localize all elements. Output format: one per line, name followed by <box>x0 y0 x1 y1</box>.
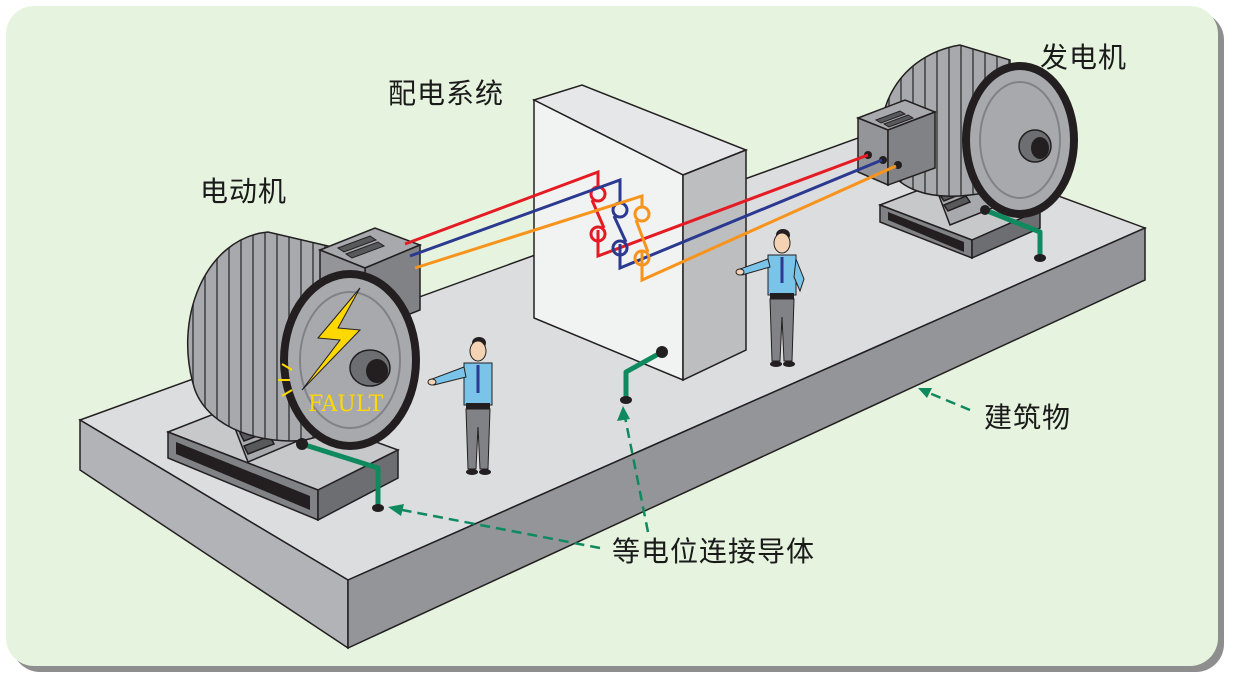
building-label: 建筑物 <box>984 401 1072 434</box>
phase-wiring <box>404 153 897 283</box>
bonding-conductors <box>301 207 1043 506</box>
generator-label: 发电机 <box>1040 41 1128 74</box>
fault-lightning-icon <box>278 287 362 397</box>
person-right <box>735 229 805 367</box>
arrow-heads <box>388 388 932 516</box>
person-left <box>427 337 493 475</box>
distribution-system-label: 配电系统 <box>388 77 505 110</box>
equipotential-conductor-label: 等电位连接导体 <box>612 535 816 568</box>
pointer-arrows <box>391 388 971 550</box>
motor <box>165 227 423 522</box>
ground-terminals <box>296 205 1046 512</box>
fault-label: FAULT <box>308 392 384 417</box>
motor-label: 电动机 <box>200 175 288 208</box>
